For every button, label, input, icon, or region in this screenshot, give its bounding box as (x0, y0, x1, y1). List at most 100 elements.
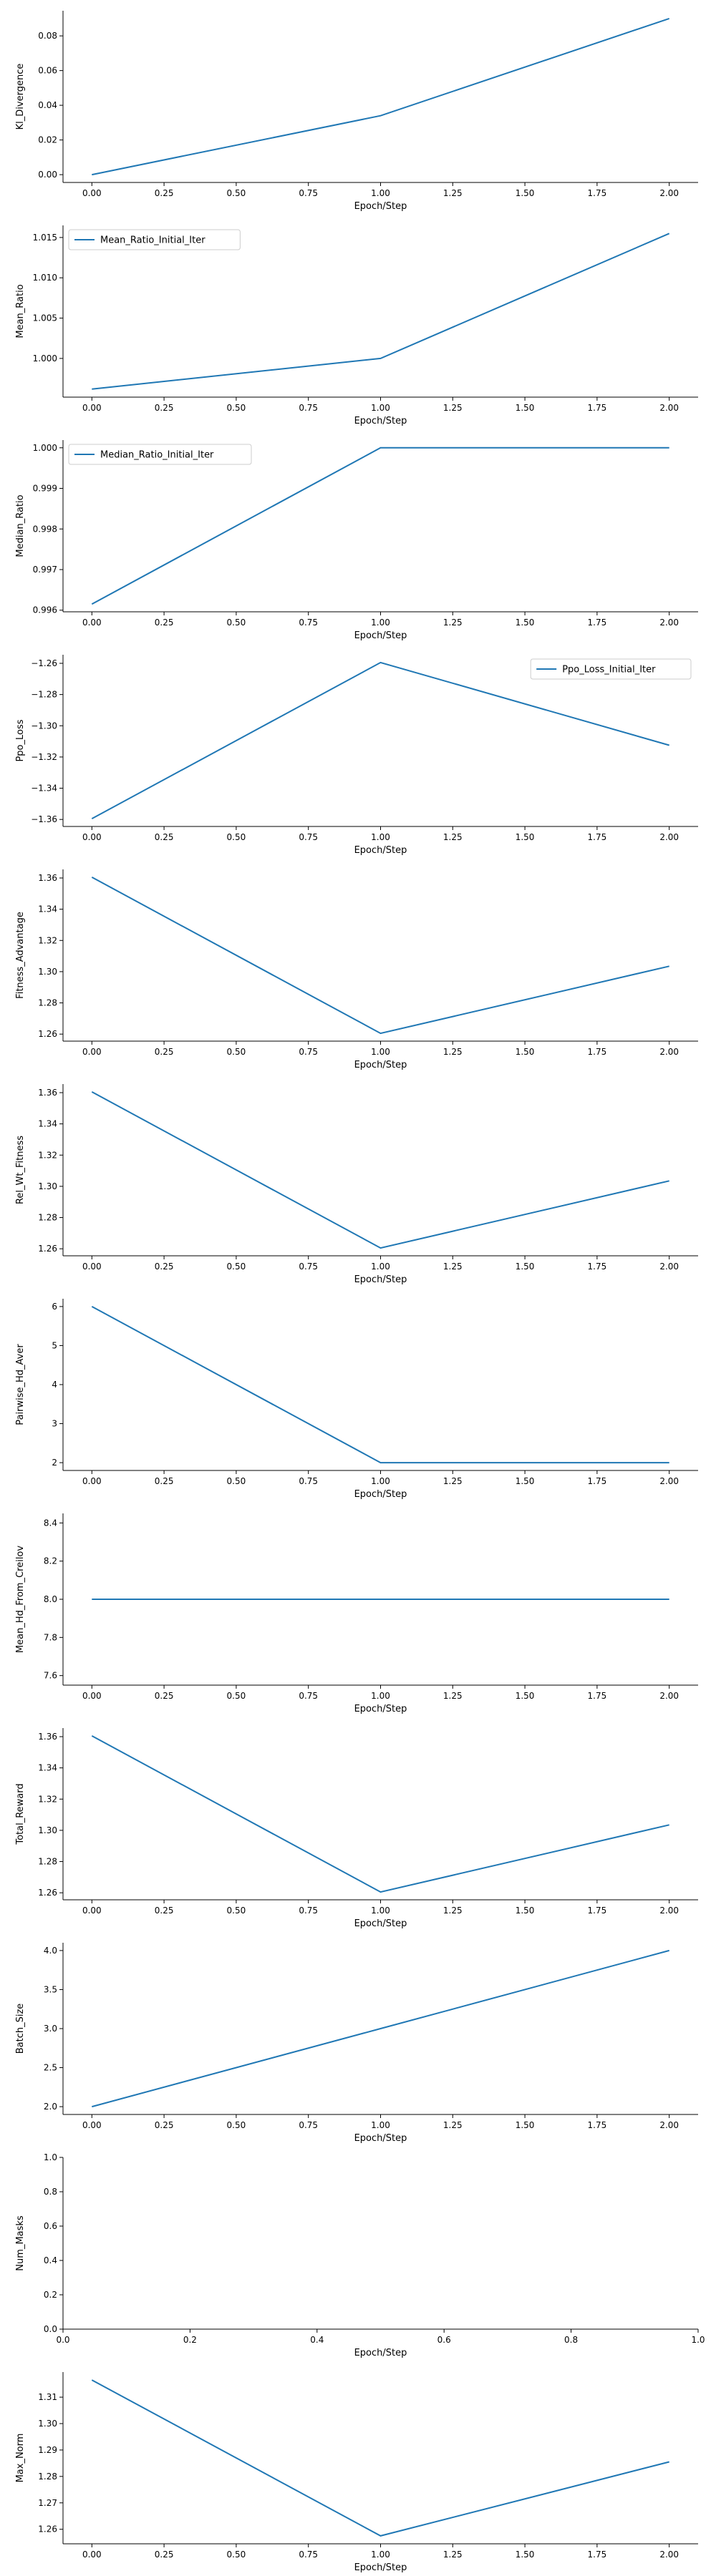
x-tick-label: 0.4 (310, 2335, 324, 2345)
chart-panel-7: 0.00 0.25 0.50 0.75 1.00 1.25 1.50 1.75 2.00 2 3 4 5… (15, 1299, 698, 1500)
x-tick-label: 0.25 (155, 1262, 174, 1272)
x-tick-label: 0.00 (82, 2120, 102, 2130)
x-tick-label: 0.25 (155, 188, 174, 198)
x-tick-label: 1.25 (443, 2550, 463, 2560)
y-tick-label: 1.32 (38, 935, 57, 945)
y-tick-label: 1.34 (38, 904, 57, 914)
y-tick-label: 1.36 (38, 873, 57, 883)
y-tick-label: 1.36 (38, 1088, 57, 1098)
y-tick-label: 1.26 (38, 1888, 57, 1898)
y-tick-label: 1.28 (38, 1213, 57, 1223)
y-tick-label: 5 (52, 1340, 57, 1350)
x-tick-label: 0.00 (82, 1047, 102, 1057)
x-tick-label: 0.75 (299, 618, 318, 628)
x-tick-label: 1.25 (443, 832, 463, 842)
x-tick-label: 0.50 (227, 1476, 246, 1486)
y-tick-label: 1.30 (38, 967, 57, 977)
x-tick-label: 0.75 (299, 1047, 318, 1057)
x-tick-label: 1.75 (588, 2550, 607, 2560)
y-tick-label: −1.36 (31, 814, 57, 824)
series-line (91, 1306, 669, 1464)
x-tick-label: 2.00 (659, 2550, 679, 2560)
x-tick-label: 0.50 (227, 188, 246, 198)
series-line (92, 17, 670, 176)
x-tick-label: 0.00 (82, 403, 102, 413)
x-tick-label: 1.25 (443, 1262, 463, 1272)
y-tick-label: 8.2 (44, 1556, 57, 1566)
y-tick-label: 4 (52, 1380, 57, 1390)
x-tick-label: 1.25 (443, 403, 463, 413)
legend-box (68, 229, 241, 250)
y-tick-label: 1.27 (38, 2498, 57, 2508)
y-tick-label: 1.005 (33, 313, 57, 323)
x-tick-label: 1.50 (516, 1906, 535, 1916)
x-tick-label: 1.75 (588, 1047, 607, 1057)
legend-label: Median_Ratio_Initial_Iter (100, 450, 214, 461)
y-tick-label: 1.29 (38, 2445, 57, 2455)
x-tick-label: 0.0 (56, 2335, 69, 2345)
x-tick-label: 0.25 (155, 1906, 174, 1916)
y-tick-label: 7.8 (44, 1632, 57, 1642)
x-axis-label: Epoch/Step (354, 1060, 407, 1070)
x-tick-label: 2.00 (659, 832, 679, 842)
y-tick-label: 7.6 (44, 1671, 57, 1681)
x-tick-label: 0.50 (227, 403, 246, 413)
y-tick-label: 1.28 (38, 1857, 57, 1867)
x-tick-label: 0.00 (82, 1262, 102, 1272)
chart-panel-5: 0.00 0.25 0.50 0.75 1.00 1.25 1.50 1.75 2.00 1.26… (15, 869, 698, 1070)
x-tick-label: 0.6 (437, 2335, 451, 2345)
x-tick-label: 0.75 (299, 1476, 318, 1486)
x-tick-label: 0.00 (82, 832, 102, 842)
legend: Ppo_Loss_Initial_Iter (530, 658, 692, 680)
x-tick-label: 1.50 (516, 403, 535, 413)
x-tick-label: 1.25 (443, 188, 463, 198)
y-tick-label: 1.30 (38, 2419, 57, 2429)
x-tick-label: 0.25 (155, 1047, 174, 1057)
series-line (91, 447, 669, 605)
y-tick-label: 0.6 (44, 2221, 57, 2231)
x-axis-label: Epoch/Step (354, 1918, 407, 1929)
x-tick-label: 0.50 (227, 1262, 246, 1272)
y-axis-label: Num_Masks (15, 2215, 26, 2271)
x-axis-label: Epoch/Step (354, 2348, 407, 2358)
x-tick-label: 1.00 (371, 1476, 390, 1486)
x-tick-label: 0.75 (299, 2550, 318, 2560)
y-tick-label: −1.30 (31, 721, 57, 731)
y-tick-label: 8.4 (44, 1518, 57, 1528)
x-axis-label: Epoch/Step (354, 201, 407, 212)
y-tick-label: 0.996 (33, 605, 57, 615)
x-tick-label: 0.25 (155, 832, 174, 842)
y-tick-label: 4.0 (44, 1946, 57, 1956)
legend-box (530, 658, 692, 680)
y-tick-label: 3 (52, 1419, 57, 1429)
x-tick-label: 1.50 (516, 2550, 535, 2560)
y-tick-label: 1.32 (38, 1150, 57, 1160)
y-tick-label: −1.28 (31, 690, 57, 700)
chart-panel-1: 0.00 0.25 0.50 0.75 1.00 1.25 1.50 1.75 2.00 0.00… (15, 11, 698, 212)
y-tick-label: 0.4 (44, 2255, 57, 2265)
x-tick-label: 1.75 (588, 1476, 607, 1486)
x-tick-label: 1.50 (516, 188, 535, 198)
y-tick-label: 1.34 (38, 1763, 57, 1773)
y-tick-label: 1.000 (33, 443, 57, 453)
y-tick-label: 1.32 (38, 1794, 57, 1804)
x-tick-label: 1.25 (443, 1691, 463, 1701)
x-tick-label: 0.75 (299, 832, 318, 842)
x-axis-label: Epoch/Step (354, 1704, 407, 1714)
y-tick-label: 1.30 (38, 1181, 57, 1191)
x-tick-label: 1.25 (443, 2120, 463, 2130)
x-tick-label: 0.25 (155, 1476, 174, 1486)
series-line (92, 233, 670, 390)
x-tick-label: 2.00 (659, 1906, 679, 1916)
x-axis-label: Epoch/Step (354, 630, 407, 641)
y-tick-label: 1.015 (33, 233, 57, 243)
x-tick-label: 1.75 (588, 403, 607, 413)
y-tick-label: 1.30 (38, 1825, 57, 1835)
x-tick-label: 2.00 (659, 1262, 679, 1272)
x-tick-label: 1.00 (371, 2550, 390, 2560)
x-tick-label: 1.75 (588, 1691, 607, 1701)
x-tick-label: 0.75 (299, 403, 318, 413)
y-tick-label: 0.999 (33, 484, 57, 494)
y-tick-label: 1.31 (38, 2392, 57, 2402)
y-tick-label: 0.00 (38, 170, 57, 180)
